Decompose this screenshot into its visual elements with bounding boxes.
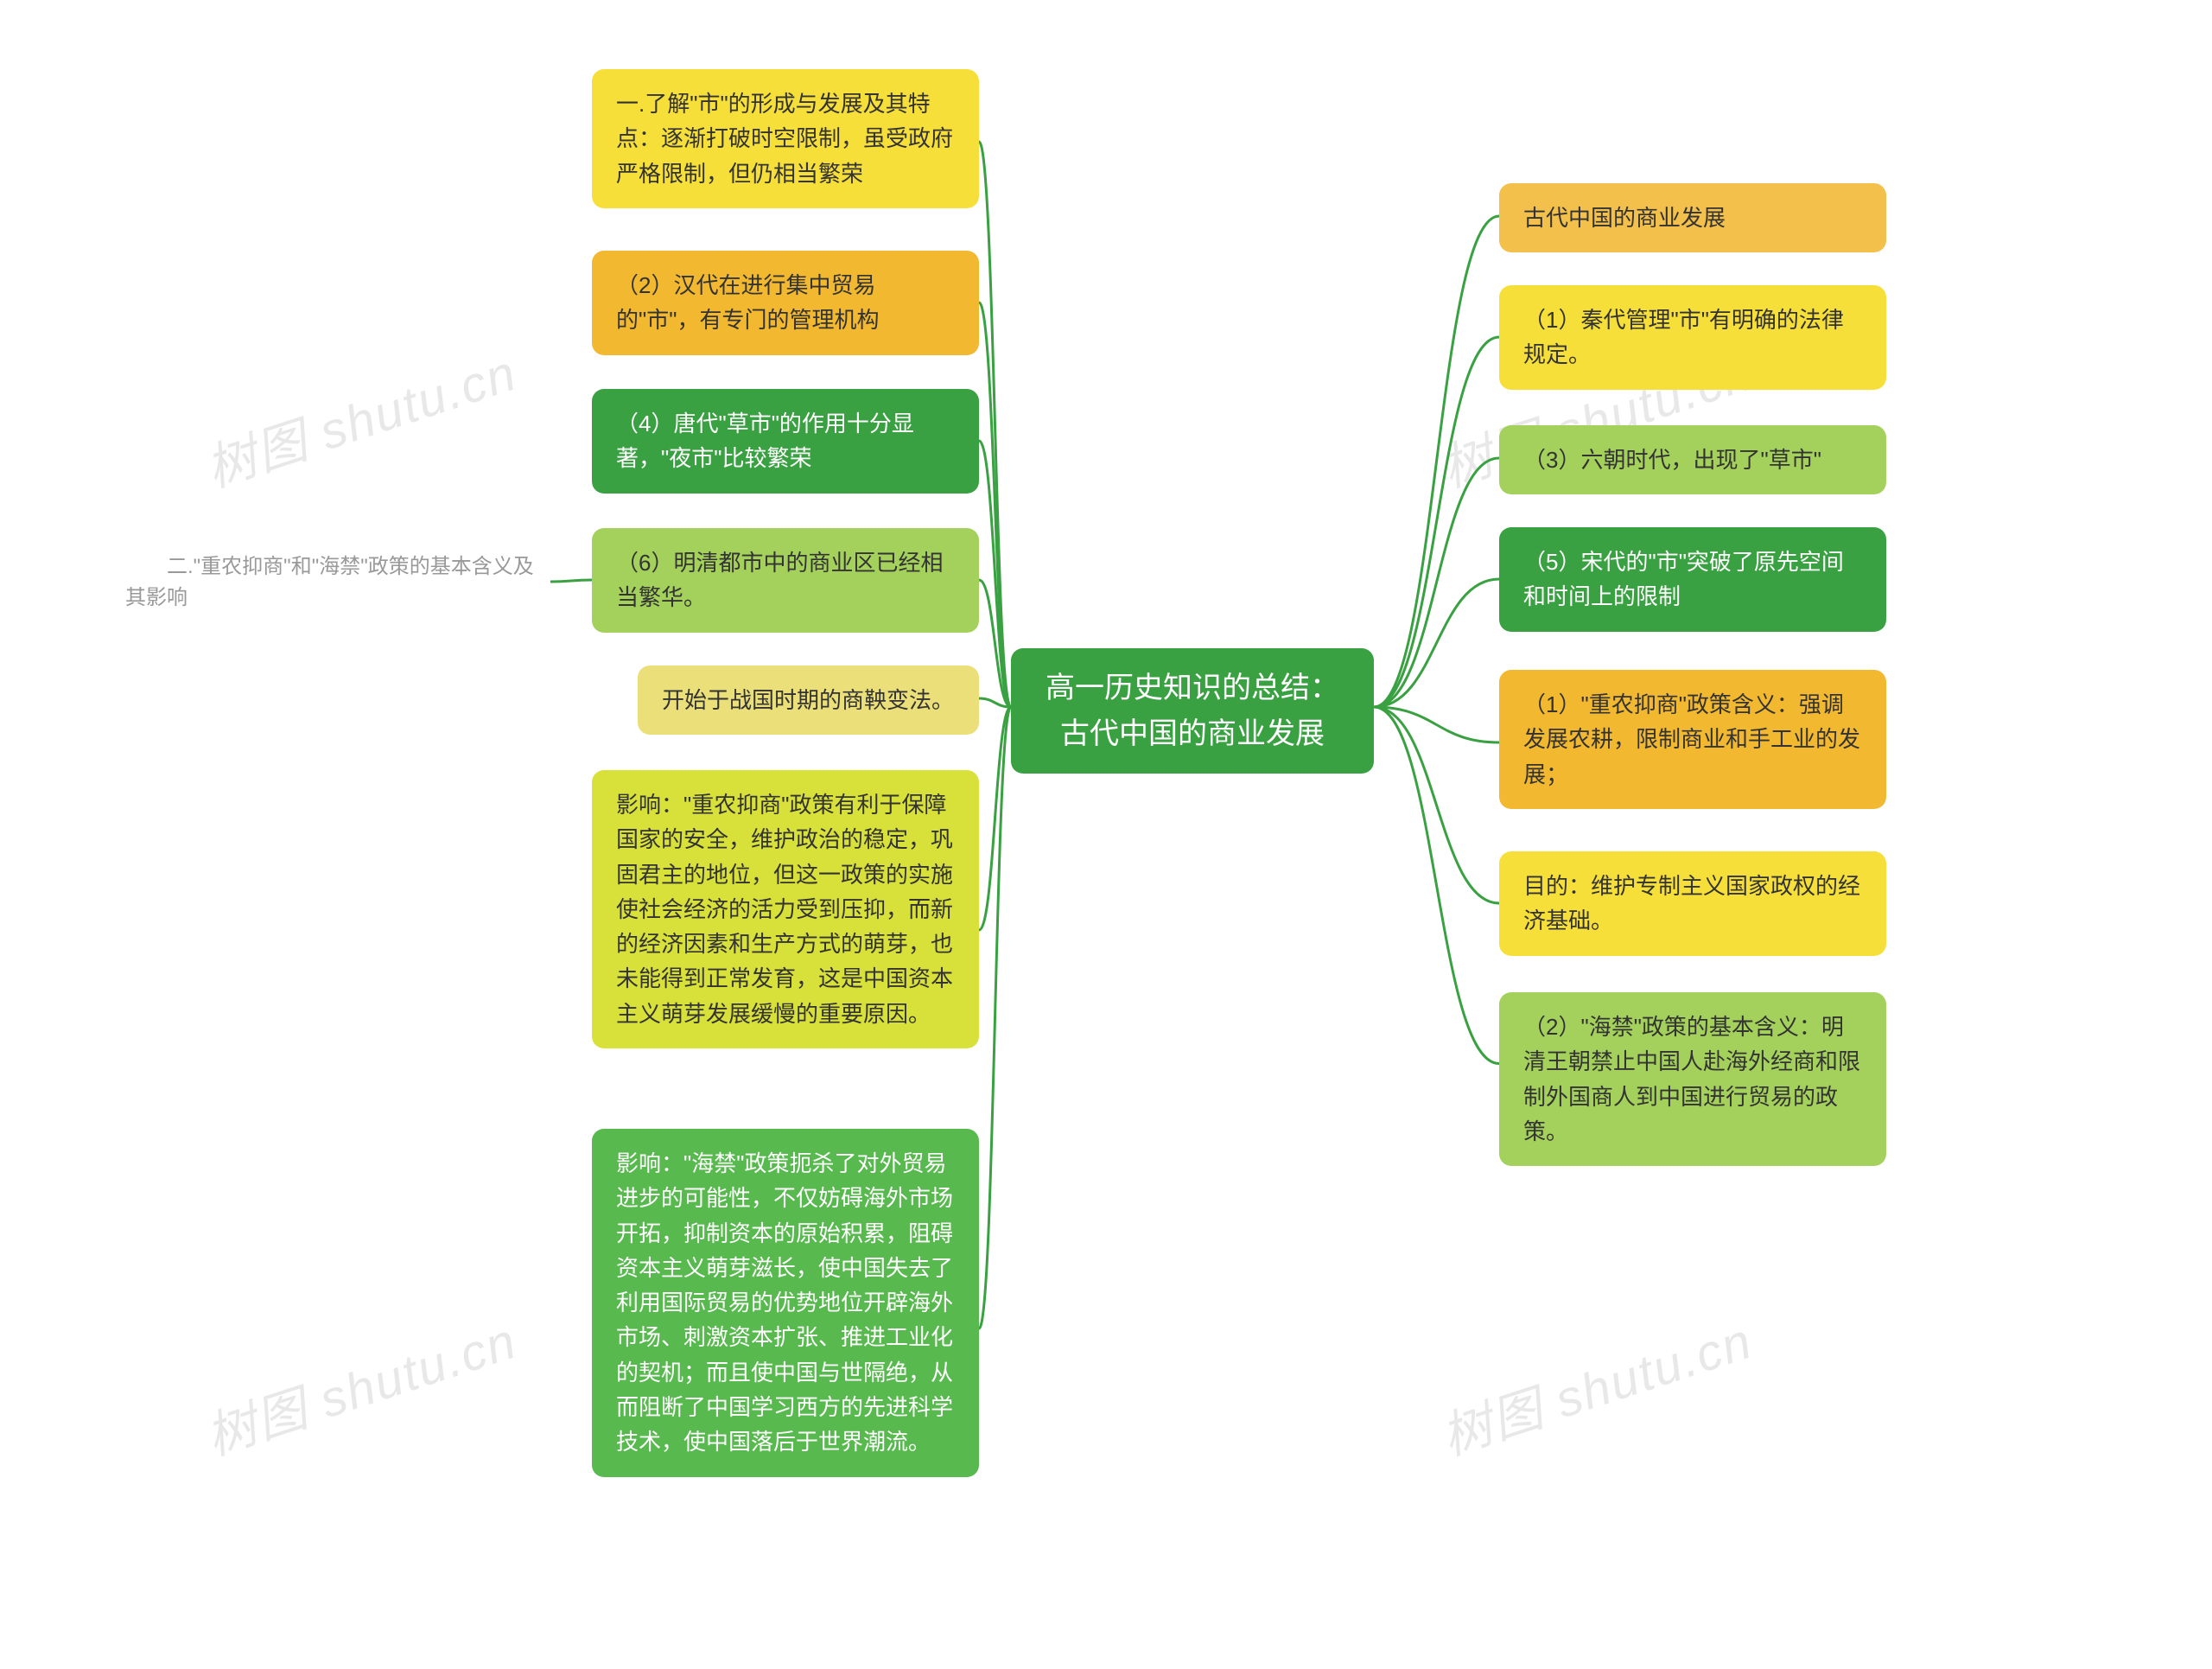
node-text: 目的：维护专制主义国家政权的经济基础。 <box>1523 873 1860 933</box>
node-text: 一.了解"市"的形成与发展及其特点：逐渐打破时空限制，虽受政府严格限制，但仍相当… <box>616 91 953 187</box>
node-text: （5）宋代的"市"突破了原先空间和时间上的限制 <box>1523 549 1844 609</box>
mindmap-node-left: （6）明清都市中的商业区已经相当繁华。 <box>592 528 979 633</box>
mindmap-node-right: （3）六朝时代，出现了"草市" <box>1499 425 1886 494</box>
node-text: （2）"海禁"政策的基本含义：明清王朝禁止中国人赴海外经商和限制外国商人到中国进… <box>1523 1014 1860 1144</box>
mindmap-node-left: 影响："重农抑商"政策有利于保障国家的安全，维护政治的稳定，巩固君主的地位，但这… <box>592 770 979 1048</box>
mindmap-node-right: 目的：维护专制主义国家政权的经济基础。 <box>1499 851 1886 956</box>
node-text: 影响："重农抑商"政策有利于保障国家的安全，维护政治的稳定，巩固君主的地位，但这… <box>616 792 953 1027</box>
mindmap-node-right: （1）"重农抑商"政策含义：强调发展农耕，限制商业和手工业的发展； <box>1499 670 1886 809</box>
watermark: 树图 shutu.cn <box>195 1300 524 1468</box>
center-node-text: 高一历史知识的总结：古代中国的商业发展 <box>1046 672 1339 750</box>
node-text: 影响："海禁"政策扼杀了对外贸易进步的可能性，不仅妨碍海外市场开拓，抑制资本的原… <box>616 1150 953 1455</box>
mindmap-node-left: （4）唐代"草市"的作用十分显著，"夜市"比较繁荣 <box>592 389 979 494</box>
node-text: （2）汉代在进行集中贸易的"市"，有专门的管理机构 <box>616 272 879 333</box>
leaf-text: 二."重农抑商"和"海禁"政策的基本含义及其影响 <box>125 555 534 609</box>
node-text: （1）秦代管理"市"有明确的法律规定。 <box>1523 307 1844 367</box>
node-text: （6）明清都市中的商业区已经相当繁华。 <box>616 550 943 610</box>
node-text: 古代中国的商业发展 <box>1523 205 1726 231</box>
mindmap-node-left: 开始于战国时期的商鞅变法。 <box>638 666 979 735</box>
mindmap-node-right: （5）宋代的"市"突破了原先空间和时间上的限制 <box>1499 527 1886 632</box>
mindmap-node-right: 古代中国的商业发展 <box>1499 183 1886 252</box>
mindmap-node-left: 影响："海禁"政策扼杀了对外贸易进步的可能性，不仅妨碍海外市场开拓，抑制资本的原… <box>592 1129 979 1477</box>
watermark: 树图 shutu.cn <box>1431 1300 1760 1468</box>
node-text: （4）唐代"草市"的作用十分显著，"夜市"比较繁荣 <box>616 411 914 471</box>
mindmap-node-left: （2）汉代在进行集中贸易的"市"，有专门的管理机构 <box>592 251 979 355</box>
mindmap-node-right: （2）"海禁"政策的基本含义：明清王朝禁止中国人赴海外经商和限制外国商人到中国进… <box>1499 992 1886 1166</box>
node-text: （3）六朝时代，出现了"草市" <box>1523 447 1821 473</box>
node-text: 开始于战国时期的商鞅变法。 <box>662 687 954 713</box>
node-text: （1）"重农抑商"政策含义：强调发展农耕，限制商业和手工业的发展； <box>1523 691 1860 787</box>
mindmap-node-left: 一.了解"市"的形成与发展及其特点：逐渐打破时空限制，虽受政府严格限制，但仍相当… <box>592 69 979 208</box>
mindmap-node-right: （1）秦代管理"市"有明确的法律规定。 <box>1499 285 1886 390</box>
center-node: 高一历史知识的总结：古代中国的商业发展 <box>1011 648 1374 774</box>
watermark: 树图 shutu.cn <box>195 332 524 500</box>
mindmap-leaf: 二."重农抑商"和"海禁"政策的基本含义及其影响 <box>125 551 550 614</box>
